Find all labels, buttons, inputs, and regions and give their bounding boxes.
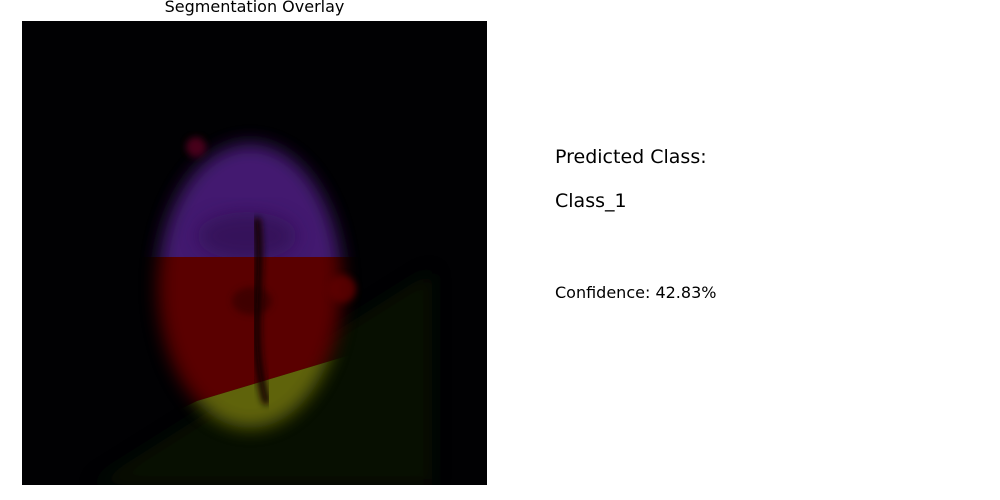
confidence-text: Confidence: 42.83%: [555, 283, 717, 302]
predicted-class-value: Class_1: [555, 190, 627, 212]
segmentation-overlay-image: [22, 21, 487, 485]
small-top-blob: [186, 137, 206, 157]
segmentation-overlay-title: Segmentation Overlay: [164, 0, 345, 16]
small-side-blob: [328, 275, 356, 303]
predicted-class-label: Predicted Class:: [555, 146, 707, 168]
middle-segmentation-region: [158, 257, 342, 428]
vertical-dark-line: [252, 217, 270, 405]
top-segmentation-region: [159, 144, 341, 257]
